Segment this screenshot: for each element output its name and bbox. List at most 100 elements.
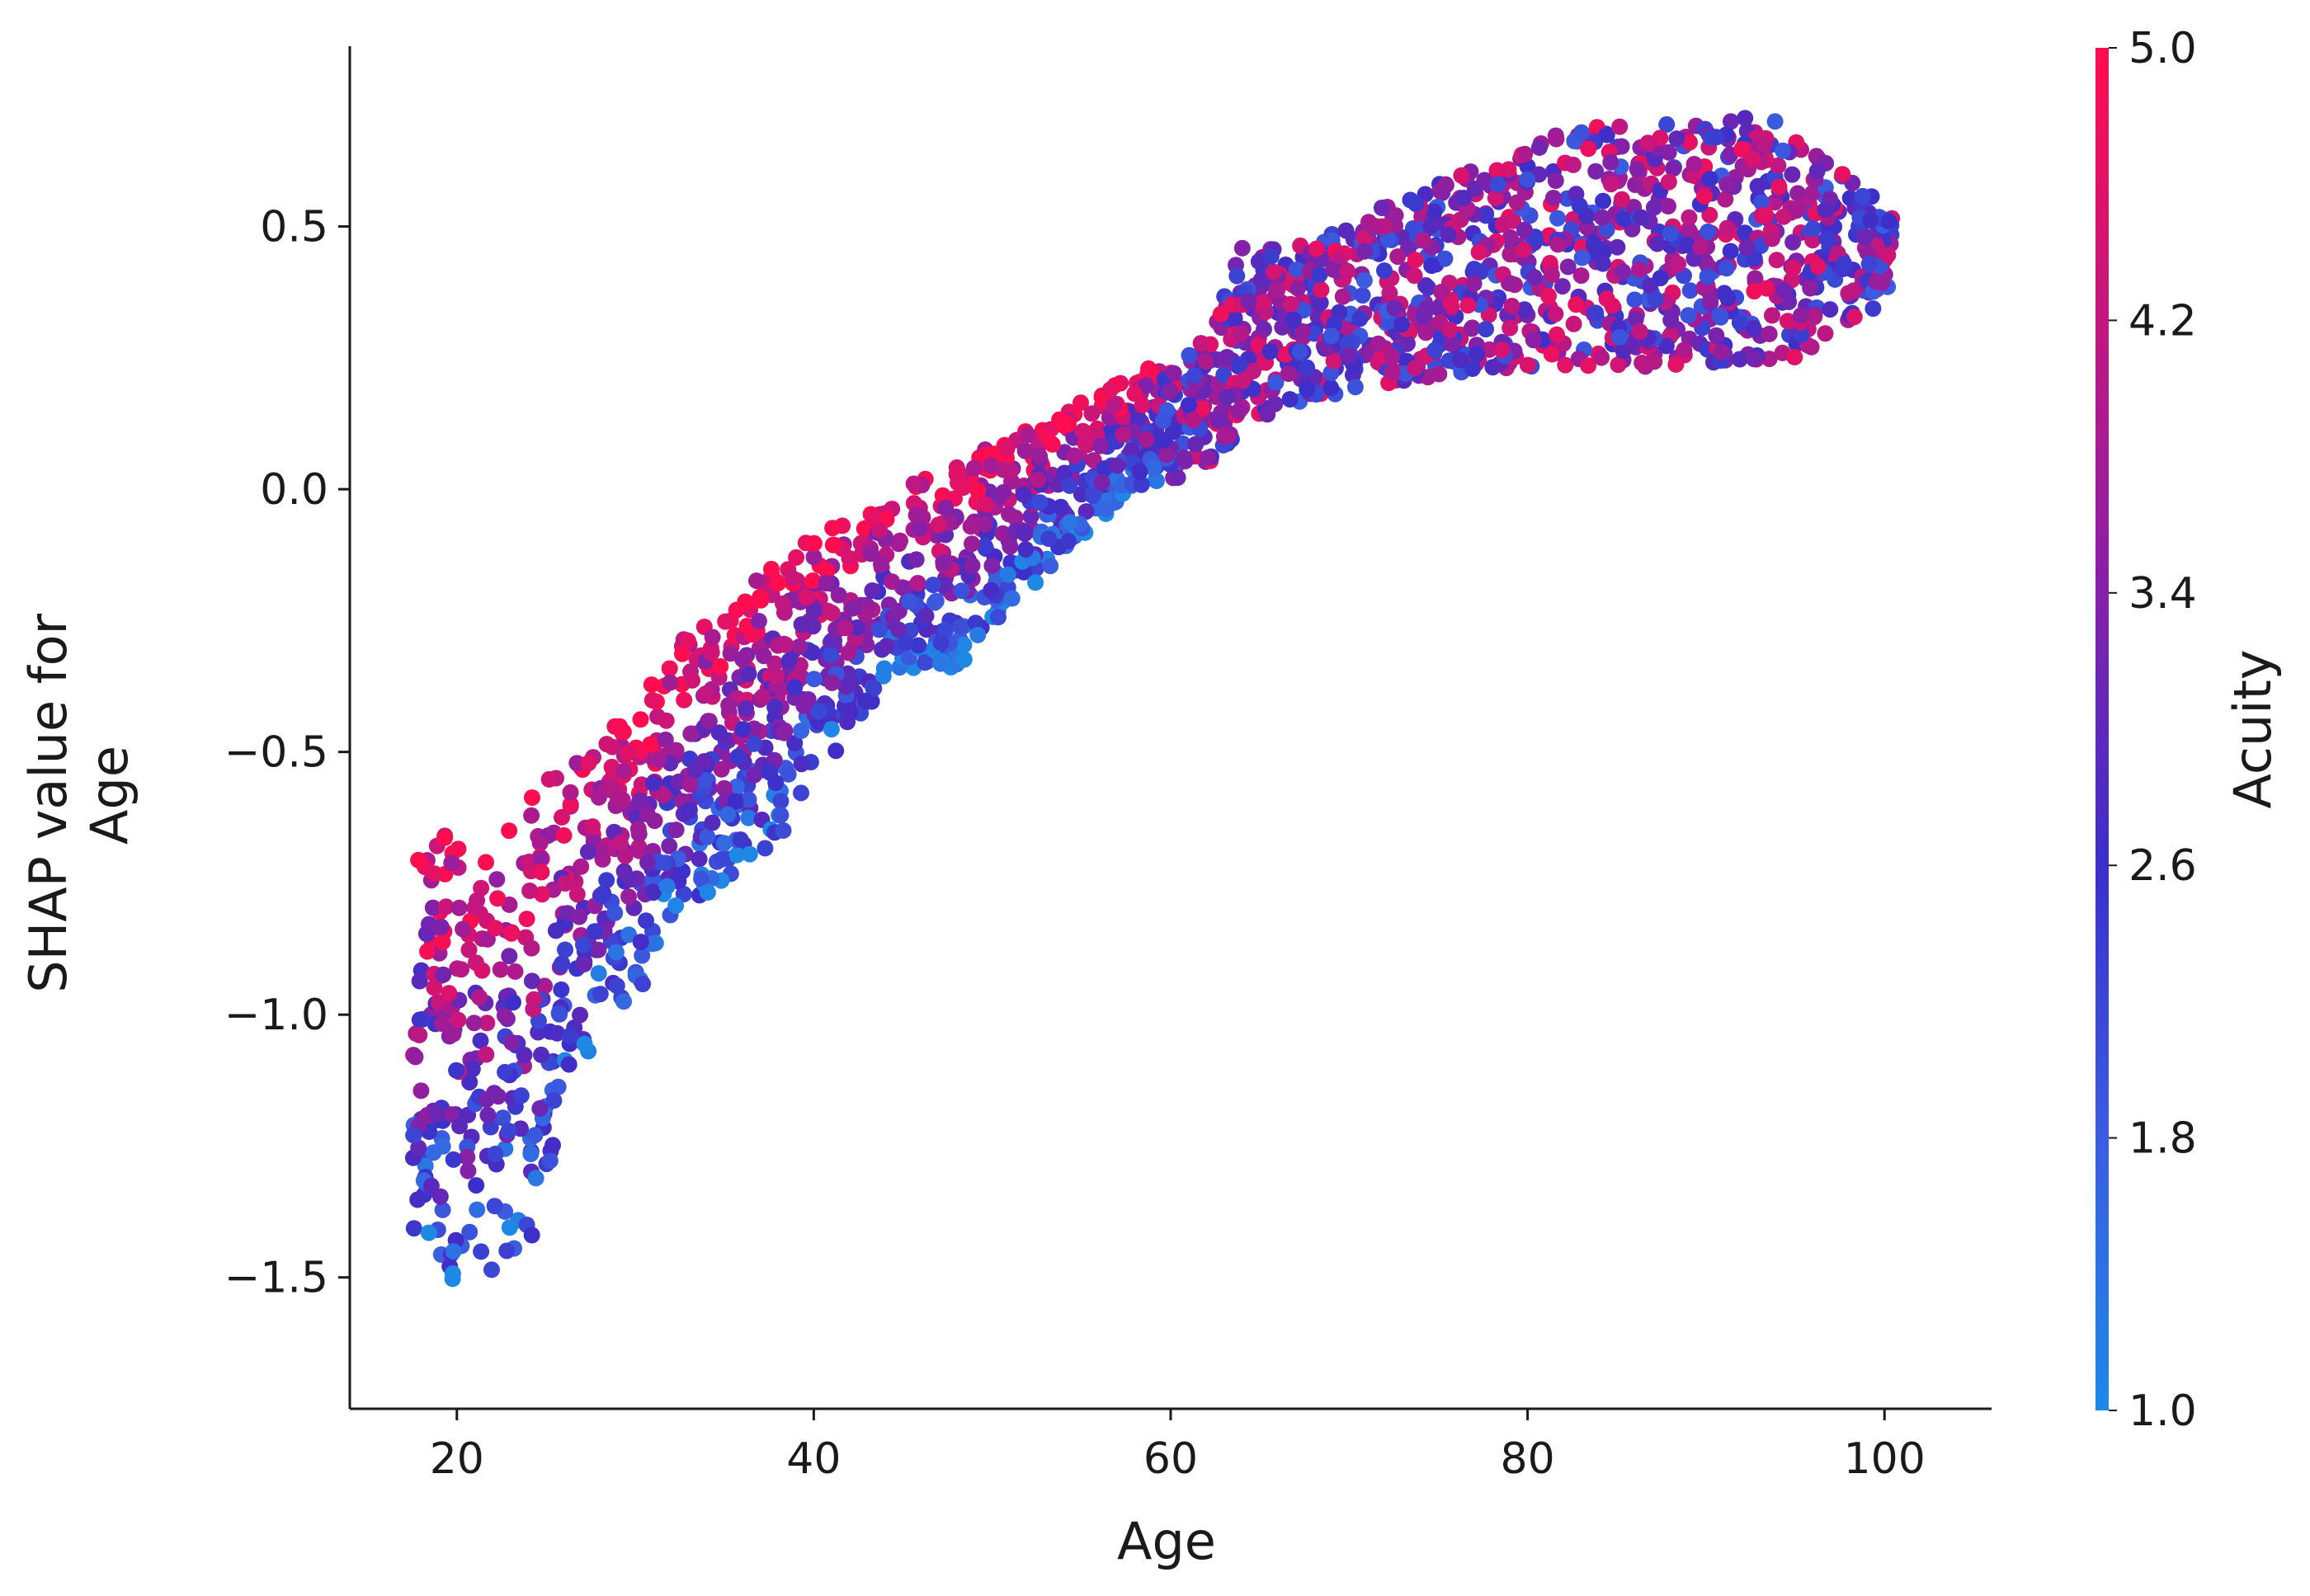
- scatter-point: [468, 1177, 485, 1194]
- scatter-point: [1389, 248, 1407, 266]
- scatter-point: [818, 575, 835, 592]
- scatter-point: [1291, 343, 1308, 360]
- x-tick-label: 40: [786, 1434, 841, 1484]
- scatter-point: [750, 613, 767, 629]
- scatter-point: [1665, 160, 1682, 177]
- scatter-point: [703, 644, 720, 661]
- scatter-point: [1572, 124, 1590, 141]
- scatter-point: [791, 638, 808, 655]
- scatter-point: [592, 844, 610, 861]
- scatter-point: [761, 764, 779, 781]
- scatter-point: [576, 1035, 593, 1052]
- scatter-point: [786, 735, 804, 751]
- scatter-point: [1610, 356, 1627, 374]
- scatter-point: [426, 979, 443, 996]
- scatter-point: [917, 607, 935, 624]
- scatter-point: [1181, 346, 1198, 364]
- scatter-point: [614, 791, 631, 808]
- scatter-point: [1634, 354, 1651, 371]
- scatter-point: [878, 638, 895, 655]
- scatter-point: [518, 911, 535, 928]
- scatter-point: [606, 904, 624, 921]
- scatter-point: [531, 835, 549, 851]
- scatter-point: [1267, 374, 1285, 391]
- scatter-point: [845, 600, 862, 617]
- scatter-point: [983, 581, 1000, 599]
- scatter-point: [1587, 304, 1605, 322]
- scatter-point: [561, 1027, 578, 1044]
- scatter-point: [1573, 249, 1591, 266]
- scatter-point: [523, 939, 540, 957]
- scatter-point: [1519, 356, 1536, 374]
- scatter-point: [930, 516, 947, 534]
- scatter-point: [1308, 240, 1325, 257]
- scatter-point: [549, 1078, 567, 1095]
- scatter-point: [964, 557, 981, 574]
- scatter-point: [905, 475, 922, 492]
- scatter-point: [925, 577, 941, 594]
- scatter-point: [1093, 473, 1110, 491]
- scatter-point: [1530, 139, 1548, 156]
- scatter-point: [932, 655, 950, 672]
- scatter-point: [419, 943, 436, 960]
- scatter-point: [1252, 271, 1270, 289]
- scatter-point: [554, 808, 570, 826]
- scatter-point: [424, 899, 441, 916]
- scatter-point: [478, 1046, 495, 1063]
- scatter-point: [1282, 295, 1299, 313]
- scatter-point: [661, 660, 678, 677]
- scatter-point: [1679, 237, 1696, 254]
- scatter-point: [1384, 364, 1401, 381]
- scatter-point: [719, 806, 737, 823]
- scatter-point: [551, 1005, 568, 1023]
- scatter-point: [1027, 574, 1044, 591]
- scatter-point: [1212, 305, 1229, 322]
- scatter-point: [667, 897, 685, 914]
- scatter-point: [405, 1127, 422, 1144]
- scatter-point: [526, 1127, 544, 1144]
- scatter-point: [748, 572, 765, 590]
- scatter-point: [823, 647, 840, 664]
- scatter-point: [1083, 405, 1101, 422]
- scatter-point: [1711, 307, 1728, 324]
- scatter-point: [1101, 381, 1119, 398]
- scatter-point: [1565, 315, 1582, 332]
- scatter-point: [772, 793, 790, 810]
- scatter-point: [1708, 327, 1725, 344]
- scatter-point: [611, 718, 629, 735]
- scatter-point: [1226, 309, 1243, 327]
- scatter-point: [1468, 346, 1486, 363]
- scatter-point: [465, 1015, 483, 1032]
- scatter-point: [1042, 558, 1059, 575]
- scatter-point: [472, 1032, 489, 1049]
- scatter-point: [1399, 335, 1416, 352]
- scatter-point: [1016, 524, 1033, 540]
- scatter-point: [864, 582, 881, 599]
- scatter-point: [554, 955, 571, 972]
- scatter-point: [1611, 118, 1629, 135]
- scatter-point: [667, 742, 685, 759]
- scatter-point: [1269, 281, 1286, 299]
- scatter-point: [1629, 161, 1646, 177]
- scatter-point: [1764, 230, 1780, 247]
- scatter-point: [409, 1191, 427, 1208]
- scatter-point: [658, 878, 676, 895]
- scatter-point: [1594, 255, 1611, 272]
- scatter-point: [827, 742, 845, 760]
- scatter-point: [611, 834, 629, 851]
- scatter-point: [1464, 360, 1481, 377]
- scatter-point: [953, 582, 970, 600]
- scatter-point: [1381, 285, 1398, 302]
- scatter-point: [526, 991, 543, 1008]
- scatter-point: [700, 713, 718, 730]
- scatter-point: [740, 791, 757, 808]
- scatter-point: [1228, 267, 1246, 285]
- x-tick-label: 100: [1844, 1434, 1926, 1484]
- scatter-point: [1074, 422, 1091, 440]
- scatter-point: [1516, 145, 1534, 162]
- scatter-point: [598, 872, 615, 889]
- scatter-point: [897, 634, 914, 652]
- scatter-point: [780, 765, 797, 783]
- colorbar-label: Acuity: [2223, 650, 2283, 809]
